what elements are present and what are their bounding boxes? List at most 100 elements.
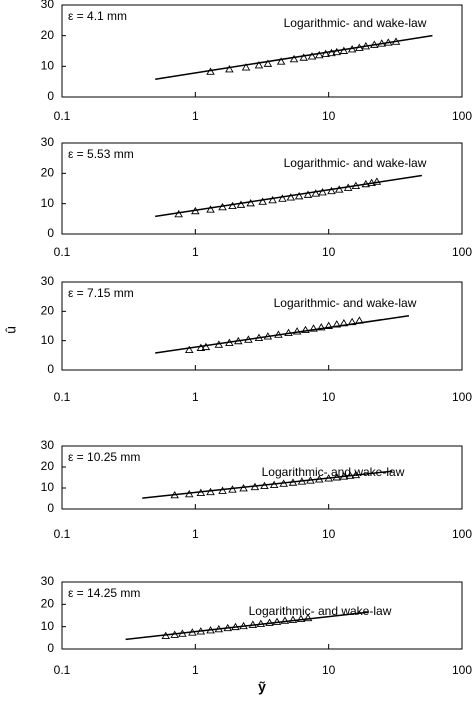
triangle-marker [307,52,317,60]
y-tick-label: 0 [47,226,54,240]
triangle-marker [309,324,318,332]
annotation: Logarithmic- and wake-law [262,465,405,479]
plot-frame [61,445,463,510]
plot-frame [61,142,463,235]
y-axis-title: û [3,326,19,334]
triangle-marker [296,614,306,623]
panel-label: ε = 7.15 mm [68,286,134,300]
y-tick-label: 30 [41,574,55,588]
x-tick-label: 1 [192,390,199,404]
law-line [142,470,393,499]
y-tick-label: 0 [47,641,54,655]
triangle-marker [206,205,215,213]
triangle-marker [196,343,206,351]
y-tick-label: 20 [41,166,55,180]
triangle-marker [294,191,304,200]
triangle-marker [228,201,237,210]
panel-label: ε = 14.25 mm [68,586,140,600]
triangle-marker [225,65,234,73]
triangle-marker [258,197,267,205]
triangle-marker [246,198,255,207]
annotation: Logarithmic- and wake-law [274,296,417,310]
y-tick-label: 30 [41,274,55,288]
y-tick-label: 20 [41,597,55,611]
x-tick-label: 100 [452,527,472,541]
x-tick-label: 1 [192,245,199,259]
triangle-marker [286,193,296,201]
y-tick-label: 10 [41,59,55,73]
triangle-marker [184,345,194,354]
x-tick-label: 1 [192,663,199,677]
triangle-marker [327,48,336,57]
y-tick-label: 0 [47,501,54,515]
x-tick-label: 100 [452,663,472,677]
x-tick-label: 100 [452,109,472,123]
y-tick-label: 20 [41,28,55,42]
x-tick-label: 1 [192,527,199,541]
y-tick-label: 20 [41,304,55,318]
y-tick-label: 20 [41,459,55,473]
x-tick-label: 0.1 [54,663,71,677]
x-tick-label: 100 [452,390,472,404]
y-tick-label: 10 [41,333,55,347]
x-tick-label: 10 [322,245,336,259]
y-tick-label: 0 [47,89,54,103]
triangle-marker [201,342,211,351]
y-tick-label: 10 [41,480,55,494]
triangle-marker [288,615,298,623]
triangle-marker [314,50,324,59]
panel-label: ε = 4.1 mm [68,9,127,23]
x-tick-label: 10 [322,390,336,404]
x-tick-label: 100 [452,245,472,259]
triangle-marker [263,59,273,67]
x-tick-label: 0.1 [54,527,71,541]
y-tick-label: 30 [41,438,55,452]
triangle-marker [311,189,321,197]
law-line [125,611,369,641]
x-tick-label: 10 [322,527,336,541]
triangle-marker [299,53,309,61]
triangle-marker [241,63,251,71]
triangle-marker [254,61,264,69]
triangle-marker [316,323,326,331]
triangle-marker [218,486,227,494]
triangle-marker [292,327,302,335]
y-tick-label: 10 [41,619,55,633]
panel-label: ε = 5.53 mm [68,147,134,161]
plot-frame [61,281,463,371]
y-tick-label: 30 [41,0,55,11]
triangle-marker [372,177,382,185]
triangle-marker [278,194,287,202]
x-axis-title: ỹ [258,679,266,695]
triangle-marker [303,190,313,198]
x-tick-label: 10 [322,109,336,123]
x-tick-label: 1 [192,109,199,123]
plot-frame [61,581,463,650]
triangle-marker [303,613,313,622]
triangle-marker [321,49,330,58]
triangle-marker [334,185,344,193]
annotation: Logarithmic- and wake-law [284,16,427,30]
y-tick-label: 30 [41,135,55,149]
x-tick-label: 0.1 [54,109,71,123]
annotation: Logarithmic- and wake-law [249,604,392,618]
triangle-marker [280,616,290,624]
panel-label: ε = 10.25 mm [68,450,140,464]
law-line [155,314,410,354]
triangle-marker [327,186,336,195]
triangle-marker [318,188,327,196]
x-tick-label: 0.1 [54,245,71,259]
triangle-marker [272,617,282,625]
law-line [155,34,433,80]
plot-frame [61,4,463,98]
x-tick-label: 10 [322,663,336,677]
triangle-marker [276,57,286,65]
triangle-marker [301,325,310,334]
triangle-marker [206,487,215,496]
annotation: Logarithmic- and wake-law [284,156,427,170]
y-tick-label: 0 [47,362,54,376]
y-tick-label: 10 [41,196,55,210]
law-line [155,174,422,218]
